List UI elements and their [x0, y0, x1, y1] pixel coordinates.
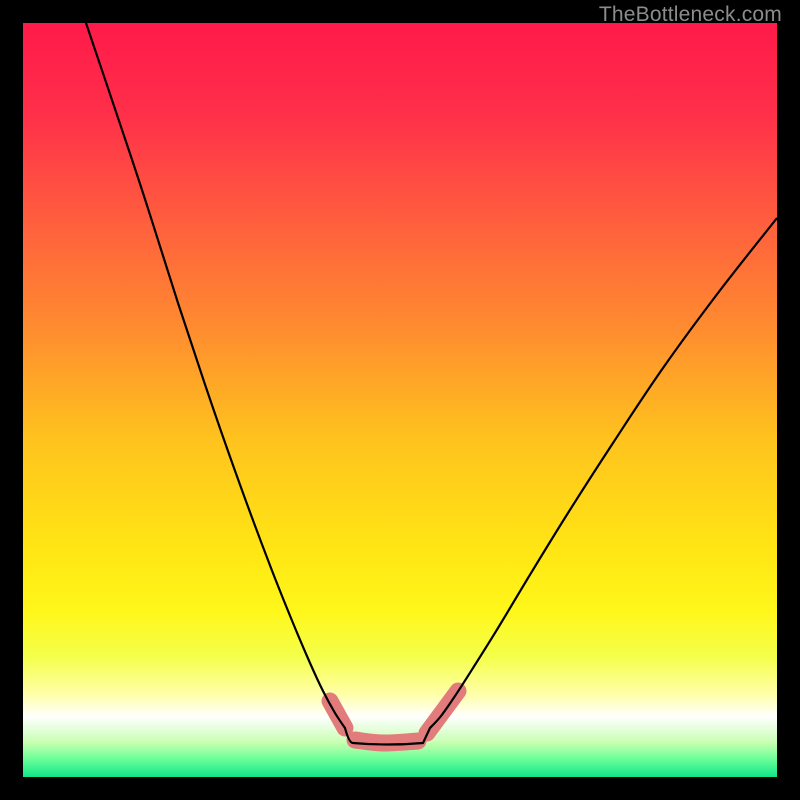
plot-area	[23, 23, 777, 777]
bottleneck-curve	[86, 23, 777, 745]
curve-group	[86, 23, 777, 745]
watermark-text: TheBottleneck.com	[599, 3, 782, 27]
highlight-segment	[355, 740, 418, 743]
chart-svg	[23, 23, 777, 777]
